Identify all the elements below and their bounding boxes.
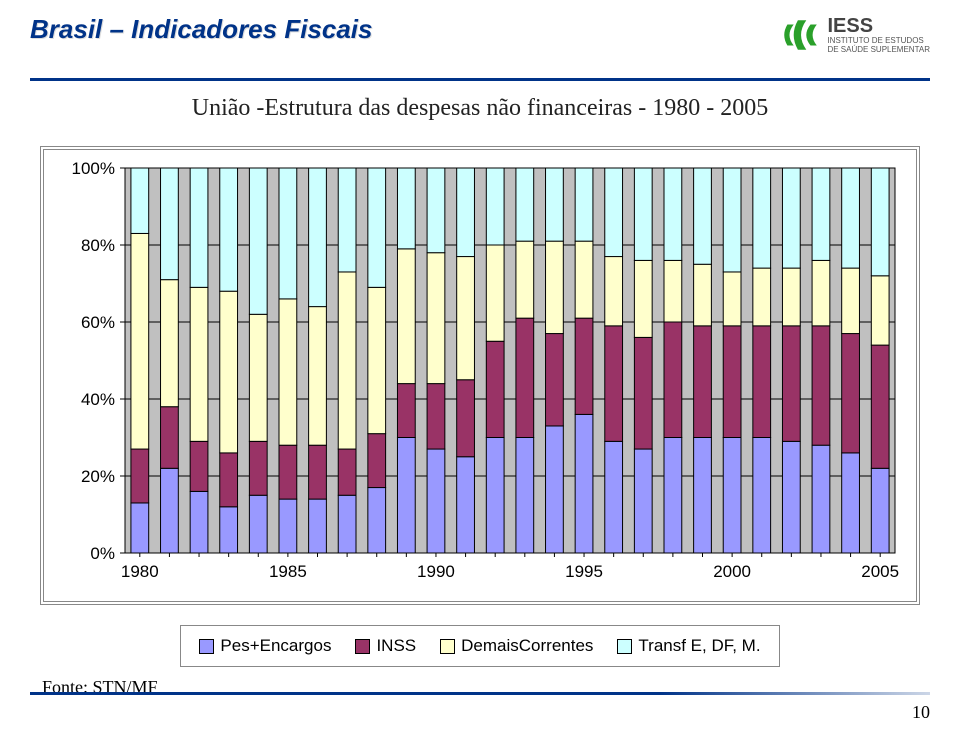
legend-label: INSS [376,636,416,656]
stacked-bar-chart: 0% 20% 40% 60% 80% 100% 1980 1985 1990 1995 2000 20… [52,158,908,588]
svg-text:60%: 60% [81,313,115,332]
svg-text:40%: 40% [81,390,115,409]
svg-text:1985: 1985 [269,562,307,581]
svg-text:1990: 1990 [417,562,455,581]
svg-text:0%: 0% [90,544,115,563]
legend-item: Transf E, DF, M. [617,636,760,656]
legend-label: DemaisCorrentes [461,636,593,656]
svg-text:1980: 1980 [121,562,159,581]
header-rule [30,78,930,81]
legend: Pes+Encargos INSS DemaisCorrentes Transf E,… [180,625,779,667]
legend-swatch [355,639,370,654]
svg-text:2000: 2000 [713,562,751,581]
page-number: 10 [912,702,930,723]
svg-text:20%: 20% [81,467,115,486]
legend-item: INSS [355,636,416,656]
logo-acronym: IESS [827,15,930,37]
footer-rule [30,692,930,695]
legend-item: Pes+Encargos [199,636,331,656]
legend-swatch [440,639,455,654]
svg-text:1995: 1995 [565,562,603,581]
legend-swatch [199,639,214,654]
legend-item: DemaisCorrentes [440,636,593,656]
chart-frame: 0% 20% 40% 60% 80% 100% 1980 1985 1990 1995 2000 20… [40,146,920,605]
legend-label: Transf E, DF, M. [638,636,760,656]
svg-text:80%: 80% [81,236,115,255]
logo-icon [779,14,821,56]
logo: IESS INSTITUTO DE ESTUDOS DE SAÚDE SUPLE… [779,14,930,56]
svg-text:100%: 100% [72,159,115,178]
logo-line2: DE SAÚDE SUPLEMENTAR [827,45,930,54]
chart-subtitle: União -Estrutura das despesas não financ… [30,95,930,122]
legend-label: Pes+Encargos [220,636,331,656]
slide-title: Brasil – Indicadores Fiscais [30,14,373,45]
svg-text:2005: 2005 [861,562,899,581]
legend-swatch [617,639,632,654]
logo-line1: INSTITUTO DE ESTUDOS [827,36,923,45]
